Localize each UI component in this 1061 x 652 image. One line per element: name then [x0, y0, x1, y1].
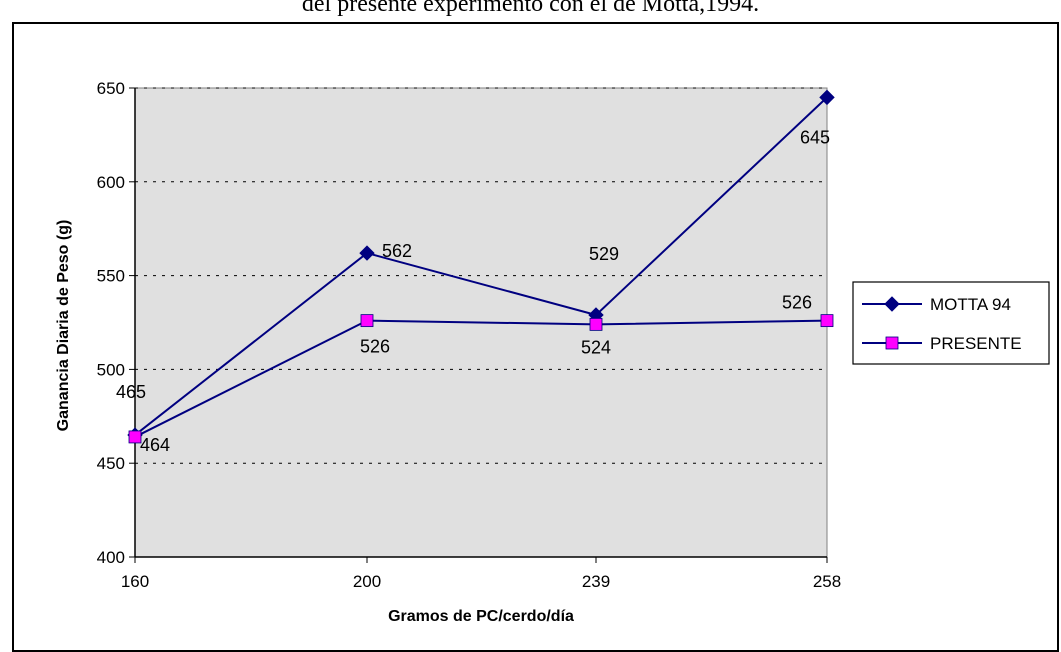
axes	[134, 88, 827, 558]
legend-item: PRESENTE	[862, 334, 1022, 353]
legend-diamond-marker	[884, 296, 900, 312]
data-label: 645	[800, 127, 830, 147]
data-label: 524	[581, 337, 611, 357]
legend-box	[852, 281, 1050, 365]
series-layer	[127, 89, 835, 444]
series-line	[134, 319, 828, 438]
square-marker	[820, 314, 834, 328]
square-marker	[128, 430, 142, 444]
data-label: 562	[382, 241, 412, 261]
series-line	[134, 96, 828, 436]
legend: MOTTA 94 PRESENTE	[852, 281, 1050, 365]
data-label: 464	[140, 435, 170, 455]
x-tick-label: 160	[121, 572, 149, 591]
series-1	[128, 314, 834, 444]
y-axis-title: Ganancia Diaria de Peso (g)	[55, 220, 72, 432]
x-axis-ticks: 160 200 239 258	[121, 557, 841, 591]
x-tick-label: 239	[582, 572, 610, 591]
diamond-marker	[819, 89, 835, 106]
data-label: 526	[782, 293, 812, 313]
data-label: 529	[589, 244, 619, 264]
x-tick-label: 258	[813, 572, 841, 591]
legend-label: PRESENTE	[930, 334, 1022, 353]
y-tick-label: 500	[97, 360, 125, 379]
y-tick-label: 400	[97, 548, 125, 567]
square-marker	[589, 317, 603, 331]
legend-label: MOTTA 94	[930, 295, 1011, 314]
legend-square-marker	[885, 336, 899, 350]
diamond-marker	[359, 245, 375, 261]
legend-item: MOTTA 94	[862, 295, 1011, 314]
figure-caption: del presente experimento con el de Motta…	[301, 0, 760, 17]
square-marker	[360, 314, 374, 328]
y-tick-label: 550	[97, 267, 125, 286]
y-tick-label: 450	[97, 454, 125, 473]
x-axis-title: Gramos de PC/cerdo/día	[388, 608, 574, 625]
data-label: 465	[116, 382, 146, 402]
x-tick-label: 200	[353, 572, 381, 591]
y-tick-label: 650	[97, 79, 125, 98]
data-labels: 465 562 529 645 464 526 524 526	[116, 127, 830, 455]
y-axis-ticks: 400 450 500 550 600 650	[97, 79, 135, 567]
y-tick-label: 600	[97, 173, 125, 192]
data-label: 526	[360, 337, 390, 357]
gridlines	[135, 87, 827, 464]
